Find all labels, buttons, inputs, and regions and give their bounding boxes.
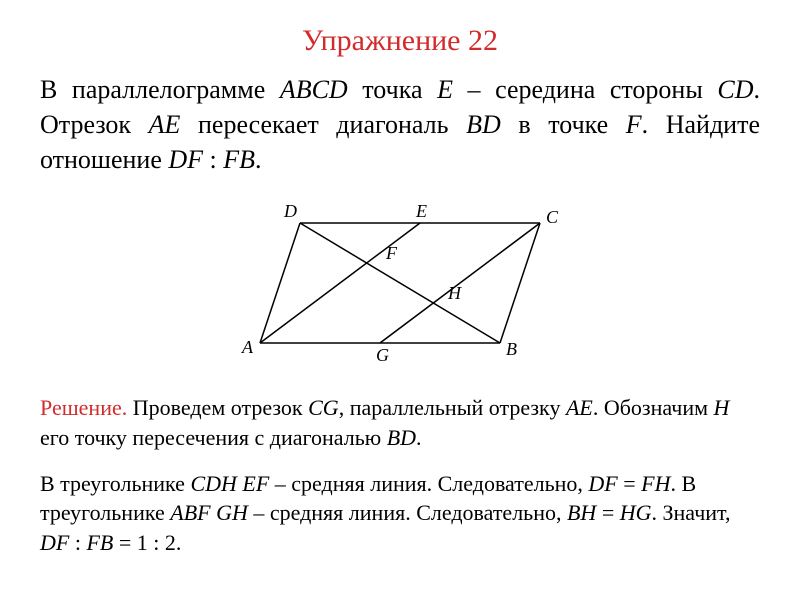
svg-text:A: A	[241, 337, 254, 357]
solution-var: DF	[588, 471, 617, 496]
solution-var: H	[714, 395, 730, 420]
svg-text:E: E	[415, 201, 427, 221]
solution-text: = 1 : 2.	[113, 530, 181, 555]
solution-var: ABF GH	[170, 500, 248, 525]
problem-var: CD	[717, 75, 753, 104]
exercise-title: Упражнение 22	[40, 24, 760, 58]
problem-text: пересекает диагональ	[180, 110, 466, 139]
solution-paragraph-1: Решение. Проведем отрезок CG, параллельн…	[40, 393, 760, 452]
problem-var: ABCD	[280, 75, 348, 104]
solution-var: CG	[308, 395, 339, 420]
svg-text:G: G	[376, 345, 389, 365]
problem-text: .	[255, 145, 262, 174]
problem-text: в точке	[501, 110, 626, 139]
svg-text:B: B	[506, 339, 517, 359]
solution-text: – средняя линия. Следовательно,	[248, 500, 567, 525]
problem-text: :	[203, 145, 223, 174]
problem-text: точка	[348, 75, 437, 104]
solution-text: – средняя линия. Следовательно,	[269, 471, 588, 496]
solution-text: =	[596, 500, 619, 525]
problem-var: FB	[223, 145, 255, 174]
problem-var: BD	[466, 110, 501, 139]
solution-var: AE	[566, 395, 593, 420]
solution-var: FH	[641, 471, 670, 496]
solution-text: . Обозначим	[593, 395, 714, 420]
svg-text:C: C	[546, 207, 559, 227]
solution-var: DF	[40, 530, 69, 555]
problem-text: – середина стороны	[453, 75, 717, 104]
geometry-diagram: A B C D E G F H	[40, 193, 760, 373]
solution-paragraph-2: В треугольнике CDH EF – средняя линия. С…	[40, 469, 760, 558]
svg-text:H: H	[447, 283, 462, 303]
solution-var: CDH EF	[190, 471, 269, 496]
solution-var: HG	[620, 500, 652, 525]
solution-text: В треугольнике	[40, 471, 190, 496]
problem-var: E	[437, 75, 453, 104]
solution-text: :	[69, 530, 86, 555]
solution-text: . Значит,	[652, 500, 731, 525]
solution-text: , параллельный отрезку	[339, 395, 566, 420]
solution-label: Решение.	[40, 395, 127, 420]
problem-text: В параллелограмме	[40, 75, 280, 104]
svg-text:D: D	[283, 201, 297, 221]
svg-text:F: F	[385, 243, 398, 263]
problem-var: AE	[149, 110, 181, 139]
problem-statement: В параллелограмме ABCD точка E – середин…	[40, 72, 760, 177]
solution-text: =	[618, 471, 641, 496]
solution-text: его точку пересечения с диагональю	[40, 425, 387, 450]
diagram-svg: A B C D E G F H	[210, 193, 590, 368]
problem-var: DF	[168, 145, 203, 174]
problem-var: F	[626, 110, 642, 139]
solution-var: BD	[387, 425, 416, 450]
solution-text: Проведем отрезок	[127, 395, 308, 420]
solution-text: .	[416, 425, 422, 450]
solution-var: BH	[567, 500, 596, 525]
solution-var: FB	[86, 530, 113, 555]
